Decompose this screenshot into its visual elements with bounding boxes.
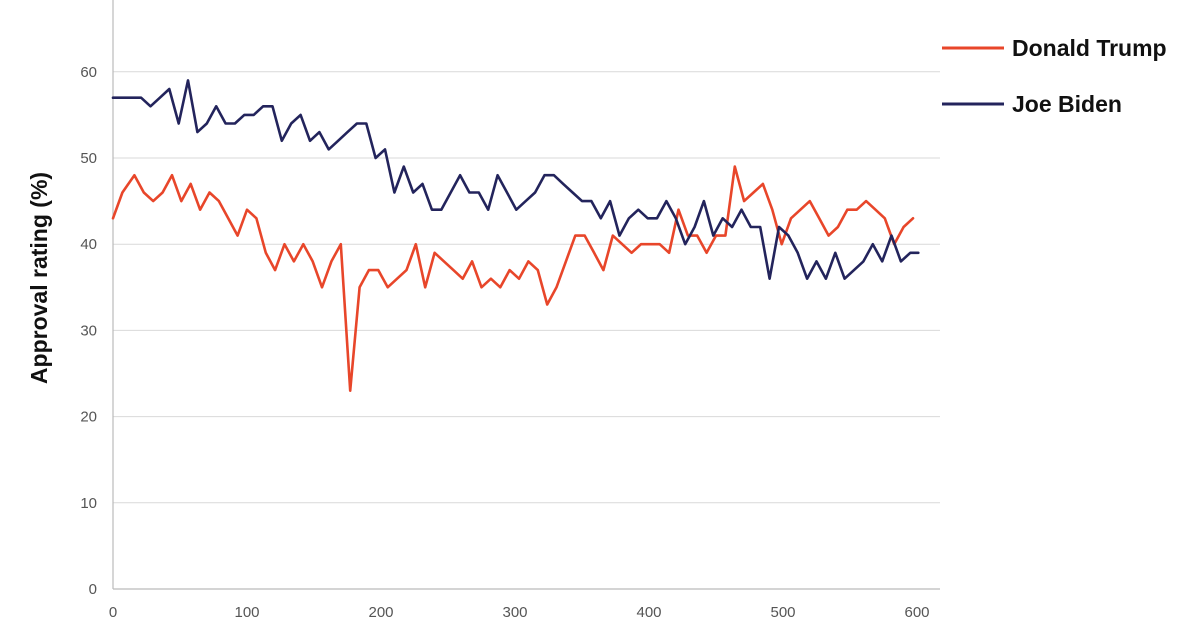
y-tick-label: 60 [80,64,97,81]
legend: Donald Trump Joe Biden [942,35,1167,117]
series-lines [111,79,920,393]
axes [112,0,940,590]
y-tick-label: 10 [80,495,97,512]
y-tick-label: 30 [80,322,97,339]
x-tick-labels: 0 100 200 300 400 500 600 [109,604,930,621]
x-tick-label: 100 [234,604,259,621]
legend-label: Donald Trump [1012,35,1167,61]
x-tick-label: 600 [904,604,929,621]
legend-label: Joe Biden [1012,91,1122,117]
gridlines [113,71,940,504]
series-line-donald-trump [111,165,915,393]
x-tick-label: 400 [636,604,661,621]
y-tick-labels: 0 10 20 30 40 50 60 [80,64,97,598]
y-tick-label: 0 [89,581,97,598]
series-line-joe-biden [111,79,920,281]
y-axis-label: Approval rating (%) [26,172,52,384]
x-tick-label: 200 [368,604,393,621]
y-tick-label: 40 [80,236,97,253]
x-tick-label: 300 [502,604,527,621]
y-tick-label: 20 [80,409,97,426]
x-tick-label: 500 [770,604,795,621]
x-tick-label: 0 [109,604,117,621]
y-tick-label: 50 [80,150,97,167]
